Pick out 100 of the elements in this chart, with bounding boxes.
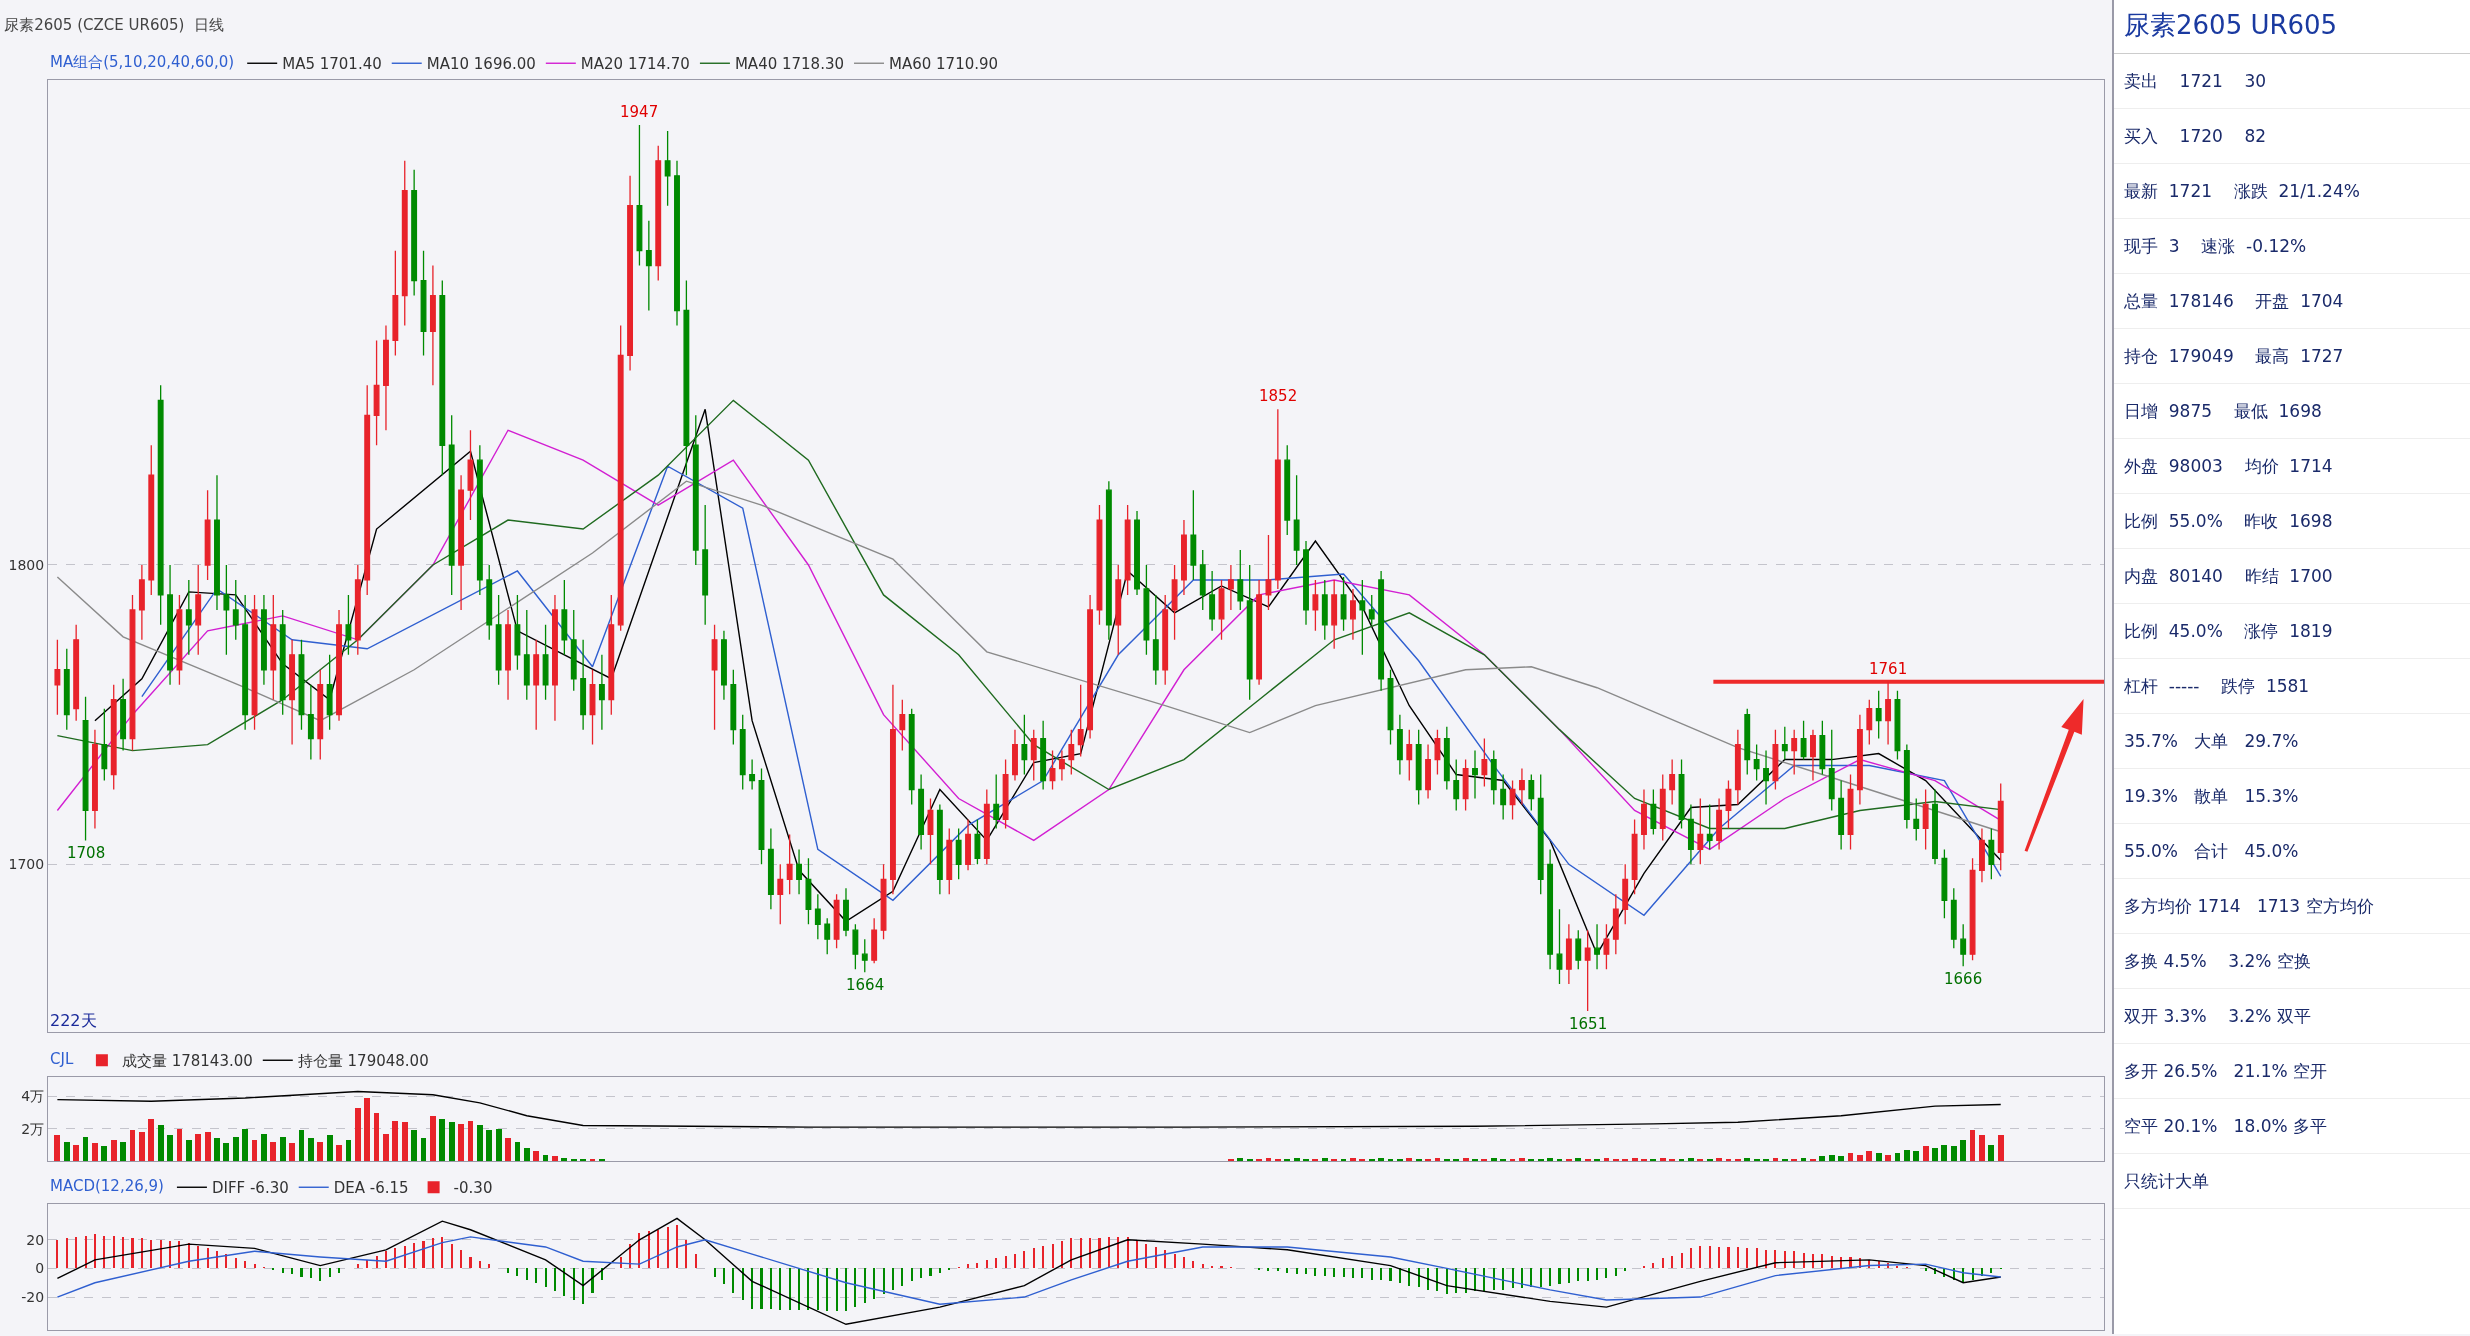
- bar: [1013, 1254, 1017, 1269]
- bar: [1924, 1268, 1927, 1272]
- bar: [411, 1130, 418, 1161]
- text: 尿素2605 UR605: [2114, 0, 2470, 54]
- bar: [1866, 1151, 1873, 1161]
- candlestick: [1068, 728, 1075, 776]
- bar: [666, 1226, 669, 1269]
- bar: [84, 1235, 87, 1269]
- candlestick: [655, 145, 662, 282]
- candlestick: [1209, 570, 1216, 632]
- bar: [572, 1268, 575, 1300]
- bar: [882, 1268, 885, 1295]
- bar: [401, 1122, 408, 1161]
- bar: [1614, 1268, 1617, 1276]
- candlestick: [1706, 803, 1713, 851]
- candlestick: [120, 678, 127, 752]
- candlestick: [1143, 564, 1150, 656]
- candlestick: [946, 827, 953, 895]
- text: 买入 1720 82: [2114, 109, 2470, 164]
- bar: [694, 1254, 697, 1269]
- bar: [1304, 1268, 1308, 1275]
- candlestick: [1997, 782, 2004, 871]
- candlestick: [1697, 797, 1704, 865]
- candlestick: [749, 758, 756, 791]
- candlestick: [871, 917, 878, 964]
- bar: [1237, 1157, 1244, 1161]
- candlestick: [702, 504, 709, 626]
- candlestick: [1293, 474, 1300, 566]
- candlestick: [317, 669, 324, 761]
- candlestick: [1969, 857, 1976, 961]
- candlestick: [936, 803, 943, 895]
- bar: [826, 1268, 829, 1312]
- candlestick: [983, 788, 990, 865]
- candlestick: [1284, 444, 1291, 536]
- annotation: 1708: [67, 844, 106, 862]
- candlestick: [101, 708, 108, 782]
- candlestick: [204, 489, 211, 581]
- candlestick: [326, 654, 333, 731]
- candlestick: [1303, 540, 1309, 626]
- candlestick: [467, 429, 474, 521]
- bar: [920, 1268, 923, 1279]
- candlestick: [965, 818, 971, 871]
- candlestick: [1950, 887, 1957, 949]
- bar: [1314, 1268, 1317, 1276]
- candlestick: [1547, 848, 1554, 970]
- text: 空平 20.1% 18.0% 多平: [2114, 1099, 2470, 1154]
- candlestick: [1960, 923, 1967, 967]
- bar: [1903, 1149, 1910, 1161]
- candlestick: [908, 708, 915, 806]
- candlestick: [1687, 803, 1694, 865]
- candlestick: [570, 609, 577, 692]
- candlestick: [1077, 684, 1084, 758]
- candlestick: [1359, 579, 1366, 656]
- candlestick: [1772, 728, 1779, 791]
- candlestick: [1528, 773, 1535, 812]
- candlestick: [439, 279, 446, 476]
- bar: [75, 1236, 78, 1269]
- legend-label: MA40 1718.30: [734, 55, 845, 74]
- candlestick: [1556, 908, 1563, 985]
- candlestick: [1030, 728, 1037, 782]
- candlestick: [1744, 708, 1751, 776]
- text: 55.0% 合计 45.0%: [2114, 824, 2470, 879]
- candlestick: [1490, 749, 1497, 806]
- bar: [1605, 1268, 1608, 1279]
- bar: [1051, 1244, 1054, 1269]
- bar: [1549, 1268, 1552, 1286]
- candlestick: [1378, 570, 1385, 692]
- candlestick: [373, 339, 380, 446]
- bar: [1427, 1268, 1430, 1290]
- candlestick: [796, 848, 802, 895]
- legend-title: CJL: [50, 1049, 74, 1068]
- text: 持仓 179049 最高 1727: [2114, 329, 2470, 384]
- candlestick: [486, 564, 493, 641]
- candlestick: [1434, 728, 1441, 776]
- bar: [448, 1122, 455, 1161]
- candlestick: [1162, 594, 1169, 686]
- candlestick: [1800, 720, 1807, 761]
- y-tick-label: -20: [21, 1288, 45, 1305]
- bar: [157, 1125, 164, 1161]
- bar: [495, 1128, 502, 1161]
- candlestick: [411, 169, 418, 297]
- candlestick: [636, 124, 643, 267]
- candlestick: [617, 324, 624, 632]
- bar: [533, 1151, 540, 1161]
- bar: [788, 1268, 791, 1310]
- bar: [223, 1143, 230, 1161]
- candlestick: [833, 893, 840, 949]
- bar: [873, 1268, 876, 1299]
- candlestick: [1734, 728, 1741, 806]
- text: 现手 3 速涨 -0.12%: [2114, 219, 2470, 274]
- candlestick: [730, 669, 737, 746]
- candlestick: [63, 648, 70, 731]
- candlestick: [777, 863, 784, 925]
- text: 多方均价 1714 1713 空方均价: [2114, 879, 2470, 934]
- bar: [1661, 1258, 1664, 1269]
- bar: [938, 1268, 941, 1273]
- candlestick: [664, 130, 671, 207]
- bar: [1718, 1246, 1721, 1269]
- candlestick: [1115, 564, 1122, 656]
- bar: [63, 1141, 70, 1161]
